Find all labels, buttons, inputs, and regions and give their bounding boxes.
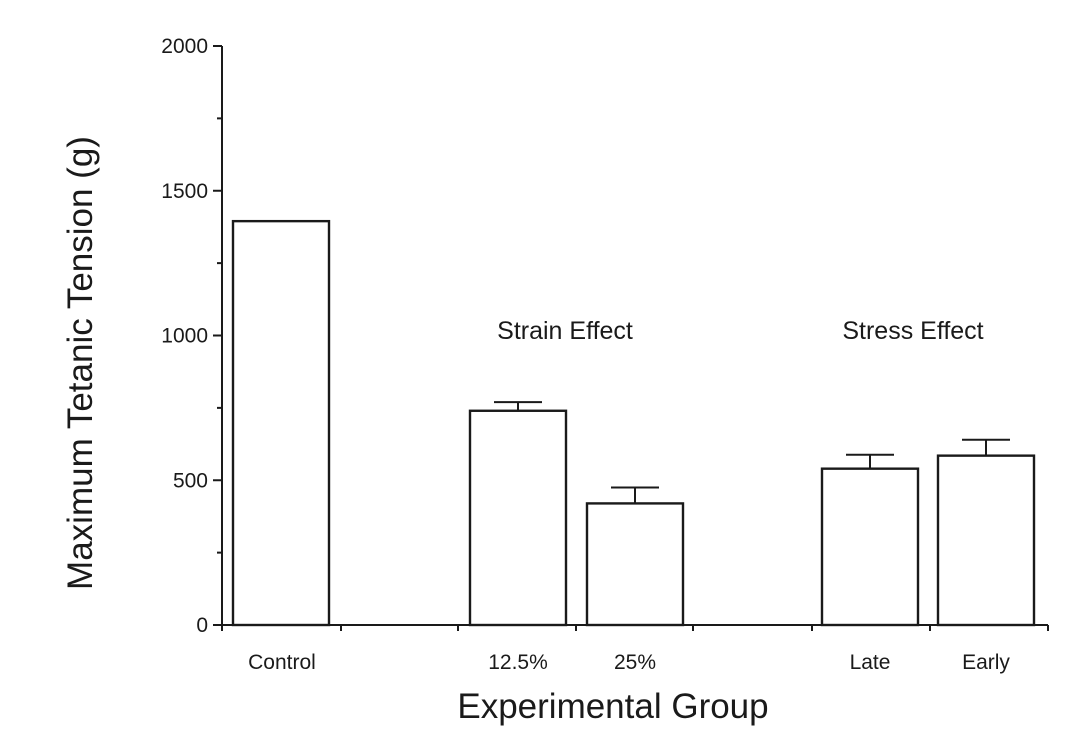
x-axis-title: Experimental Group [457, 687, 768, 726]
category-label: Control [248, 651, 316, 674]
category-label: 25% [614, 651, 656, 674]
y-tick-label: 1500 [161, 180, 208, 203]
y-tick-label: 1000 [161, 325, 208, 348]
strain-effect-annotation: Strain Effect [497, 317, 633, 345]
y-axis-ticks: 0 500 1000 1500 2000 [161, 35, 222, 637]
category-label: Late [850, 651, 891, 674]
error-bars-group [494, 401, 1010, 504]
bar [585, 502, 685, 627]
bar [468, 409, 568, 627]
stress-effect-annotation: Stress Effect [842, 317, 983, 345]
y-tick-label: 2000 [161, 35, 208, 58]
y-axis-title: Maximum Tetanic Tension (g) [61, 136, 100, 590]
bar [231, 219, 331, 627]
bar [936, 454, 1036, 627]
bars-group [231, 219, 1036, 627]
y-tick-label: 500 [173, 469, 208, 492]
category-label: 12.5% [488, 651, 548, 674]
category-labels-group: Control 12.5% 25% Late Early [248, 651, 1010, 674]
bar [820, 467, 920, 627]
category-label: Early [962, 651, 1010, 674]
y-tick-label: 0 [196, 614, 208, 637]
